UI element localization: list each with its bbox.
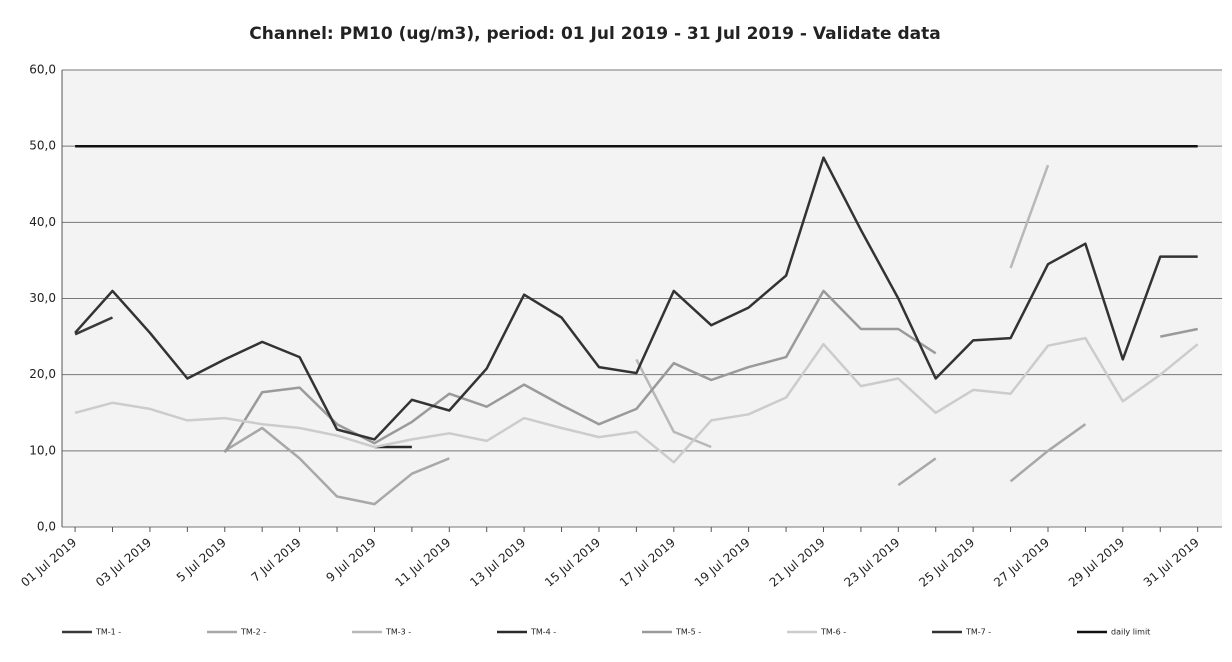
y-tick-label: 30,0: [29, 291, 56, 305]
legend-label: TM-3 -: [385, 628, 411, 637]
series-line: [74, 336, 1199, 464]
x-tick-label: 19 Jul 2019: [692, 535, 753, 589]
x-tick-label: 17 Jul 2019: [617, 535, 678, 589]
legend-label: TM-4 -: [530, 628, 556, 637]
legend-label: TM-5 -: [675, 628, 701, 637]
x-tick-label: 11 Jul 2019: [392, 535, 453, 589]
legend-label: TM-7 -: [965, 628, 991, 637]
x-tick-label: 25 Jul 2019: [916, 535, 977, 589]
x-tick-label: 31 Jul 2019: [1141, 535, 1202, 589]
series-line: [74, 156, 1198, 441]
x-tick-label: 7 Jul 2019: [249, 535, 304, 584]
legend-label: daily limit: [1111, 628, 1150, 637]
x-tick-label: 23 Jul 2019: [841, 535, 902, 589]
series-line: [635, 164, 1050, 449]
y-tick-label: 10,0: [29, 443, 56, 457]
chart-title: Channel: PM10 (ug/m3), period: 01 Jul 20…: [249, 24, 940, 44]
x-tick-label: 29 Jul 2019: [1066, 535, 1127, 589]
x-tick-label: 21 Jul 2019: [767, 535, 828, 589]
y-tick-label: 60,0: [29, 63, 56, 77]
y-tick-label: 20,0: [29, 367, 56, 381]
x-tick-label: 13 Jul 2019: [467, 535, 528, 589]
x-tick-label: 03 Jul 2019: [93, 535, 154, 589]
y-tick-label: 40,0: [29, 215, 56, 229]
series-line: [223, 289, 1198, 454]
x-tick-label: 15 Jul 2019: [542, 535, 603, 589]
y-tick-label: 50,0: [29, 139, 56, 153]
y-tick-label: 0,0: [37, 520, 56, 534]
legend-label: TM-2 -: [240, 628, 266, 637]
x-tick-label: 01 Jul 2019: [18, 535, 79, 589]
legend-label: TM-6 -: [820, 628, 846, 637]
series-line: [74, 316, 114, 336]
series-line: [224, 423, 1087, 506]
x-tick-label: 5 Jul 2019: [174, 535, 229, 584]
x-tick-label: 9 Jul 2019: [323, 535, 378, 584]
legend-label: TM-1 -: [95, 628, 121, 637]
x-tick-label: 27 Jul 2019: [991, 535, 1052, 589]
